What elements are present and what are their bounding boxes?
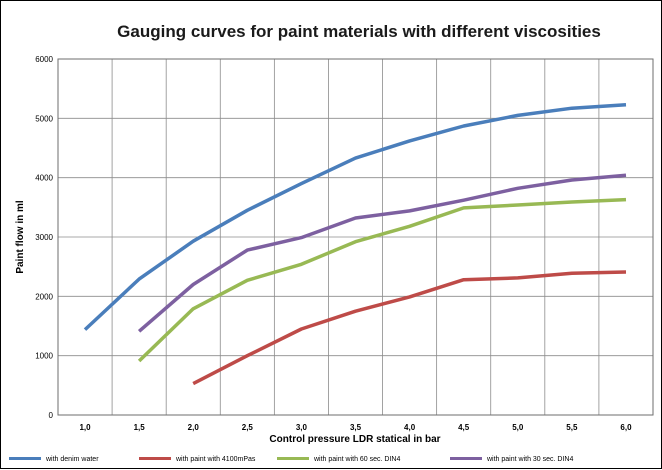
y-axis-ticks: 0 1000 2000 3000 4000 5000 6000 xyxy=(35,55,53,420)
x-axis-label: Control pressure LDR statical in bar xyxy=(269,434,440,445)
x-tick-label: 1,5 xyxy=(134,423,146,432)
x-tick-label: 5,5 xyxy=(566,423,578,432)
x-tick-label: 2,5 xyxy=(242,423,254,432)
x-tick-label: 5,0 xyxy=(512,423,524,432)
x-tick-label: 4,0 xyxy=(404,423,416,432)
legend-label: with paint with 30 sec. DIN4 xyxy=(486,456,573,463)
legend-label: with paint with 60 sec. DIN4 xyxy=(313,456,400,463)
x-axis-ticks: 1,0 1,5 2,0 2,5 3,0 3,5 4,0 4,5 5,0 5,5 6,0 xyxy=(79,423,632,432)
legend-label: with denim water xyxy=(45,456,99,463)
x-tick-label: 3,0 xyxy=(296,423,308,432)
series-line-2 xyxy=(192,270,627,386)
legend-label: with paint with 4100mPas xyxy=(175,456,256,463)
x-tick-label: 3,5 xyxy=(350,423,362,432)
x-tick-label: 4,5 xyxy=(458,423,470,432)
y-tick-label: 1000 xyxy=(35,352,53,361)
series-line-1 xyxy=(83,102,627,331)
y-tick-label: 2000 xyxy=(35,292,53,301)
x-tick-label: 6,0 xyxy=(620,423,632,432)
y-tick-label: 5000 xyxy=(35,114,53,123)
y-tick-label: 4000 xyxy=(35,174,53,183)
series-line-3 xyxy=(137,197,627,363)
series-line-4 xyxy=(137,173,627,333)
legend: with denim water with paint with 4100mPas… xyxy=(9,456,573,463)
grid xyxy=(58,59,653,415)
chart-title: Gauging curves for paint materials with … xyxy=(117,22,601,41)
x-tick-label: 1,0 xyxy=(79,423,91,432)
y-tick-label: 3000 xyxy=(35,233,53,242)
y-axis-label: Paint flow in ml xyxy=(15,200,26,274)
y-tick-label: 0 xyxy=(49,411,54,420)
x-tick-label: 2,0 xyxy=(188,423,200,432)
plot-area xyxy=(57,58,654,416)
series-lines xyxy=(83,102,627,386)
y-tick-label: 6000 xyxy=(35,55,53,64)
